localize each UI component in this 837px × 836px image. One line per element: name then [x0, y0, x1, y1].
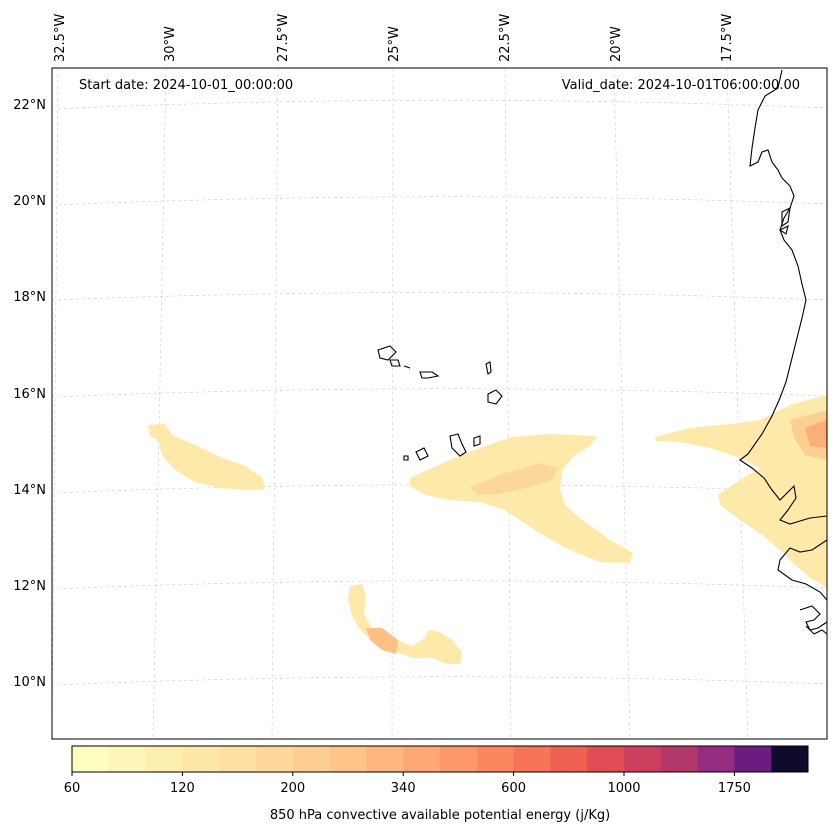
lat-label-12n: 12°N — [13, 579, 46, 594]
island-santa-luzia — [403, 365, 411, 369]
cape-patch-west — [148, 424, 265, 490]
parallel-gridlines — [51, 99, 828, 686]
cape-patch-central — [410, 434, 633, 563]
lat-label-14n: 14°N — [13, 483, 46, 498]
colorbar-segment — [219, 746, 257, 772]
valid-date-annotation: Valid_date: 2024-10-01T06:00:00.00 — [561, 78, 800, 93]
island-small-east-2 — [778, 224, 789, 235]
lon-label-27-5w: 27.5°W — [276, 13, 291, 62]
colorbar-border — [71, 745, 809, 773]
colorbar-tick-label: 600 — [501, 781, 527, 796]
island-small-east — [781, 207, 791, 228]
colorbar-segment — [182, 746, 220, 772]
colorbar-segment — [145, 746, 183, 772]
cape-patch-south-mid — [366, 628, 398, 654]
lon-label-17-5w: 17.5°W — [720, 13, 735, 62]
island-brava — [403, 455, 409, 461]
colorbar-segment — [256, 746, 294, 772]
colorbar-segment — [329, 746, 367, 772]
island-sao-nicolau — [419, 371, 440, 379]
colorbar-tick-label: 1000 — [607, 781, 641, 796]
colorbar-tick-label: 60 — [63, 781, 81, 796]
colorbar-segment — [697, 746, 735, 772]
island-sal — [485, 361, 492, 375]
colorbar-label: 850 hPa convective available potential e… — [269, 808, 611, 823]
colorbar — [71, 745, 809, 776]
island-santo-antao — [377, 345, 397, 361]
colorbar-segment — [72, 746, 110, 772]
colorbar-segment — [366, 746, 404, 772]
lon-label-30w: 30°W — [163, 26, 178, 62]
colorbar-segment — [292, 746, 331, 772]
cape-patch-south — [348, 584, 462, 664]
lat-label-18n: 18°N — [13, 290, 46, 305]
meridian-gridlines — [51, 67, 749, 740]
colorbar-tick-label: 1750 — [717, 781, 751, 796]
guinea-coast — [805, 625, 828, 635]
colorbar-segment — [660, 746, 699, 772]
colorbar-segment — [734, 746, 772, 772]
africa-coastline-south — [777, 539, 828, 601]
cape-patch-east — [655, 395, 827, 588]
lon-label-32-5w: 32.5°W — [53, 13, 68, 62]
lon-label-25w: 25°W — [387, 26, 402, 62]
colorbar-segment — [771, 746, 809, 772]
colorbar-segment — [440, 746, 478, 772]
cape-shading — [148, 395, 827, 664]
coastlines — [377, 69, 828, 635]
colorbar-segment — [476, 746, 515, 772]
lat-label-10n: 10°N — [13, 675, 46, 690]
bijagos-coast — [799, 605, 828, 631]
colorbar-segment — [513, 746, 551, 772]
colorbar-segment — [403, 746, 441, 772]
island-sao-vicente — [389, 359, 401, 367]
island-fogo — [415, 447, 429, 461]
lon-label-20w: 20°W — [609, 26, 624, 62]
start-date-annotation: Start date: 2024-10-01_00:00:00 — [79, 78, 294, 93]
lat-label-22n: 22°N — [13, 98, 46, 113]
colorbar-segment — [108, 746, 147, 772]
colorbar-tick-label: 120 — [169, 781, 195, 796]
island-santiago — [449, 433, 467, 457]
map-area — [51, 67, 828, 740]
colorbar-tick-label: 200 — [280, 781, 306, 796]
colorbar-segment — [550, 746, 588, 772]
colorbar-tick-label: 340 — [390, 781, 416, 796]
cape-patch-east-inner — [805, 420, 827, 448]
lat-label-16n: 16°N — [13, 387, 46, 402]
lat-label-20n: 20°N — [13, 194, 46, 209]
island-maio — [473, 435, 481, 447]
colorbar-segment — [624, 746, 662, 772]
africa-coastline — [739, 69, 828, 525]
lon-label-22-5w: 22.5°W — [498, 13, 513, 62]
colorbar-segment — [587, 746, 625, 772]
cape-patch-central-core — [470, 463, 558, 495]
island-boa-vista — [487, 389, 503, 405]
